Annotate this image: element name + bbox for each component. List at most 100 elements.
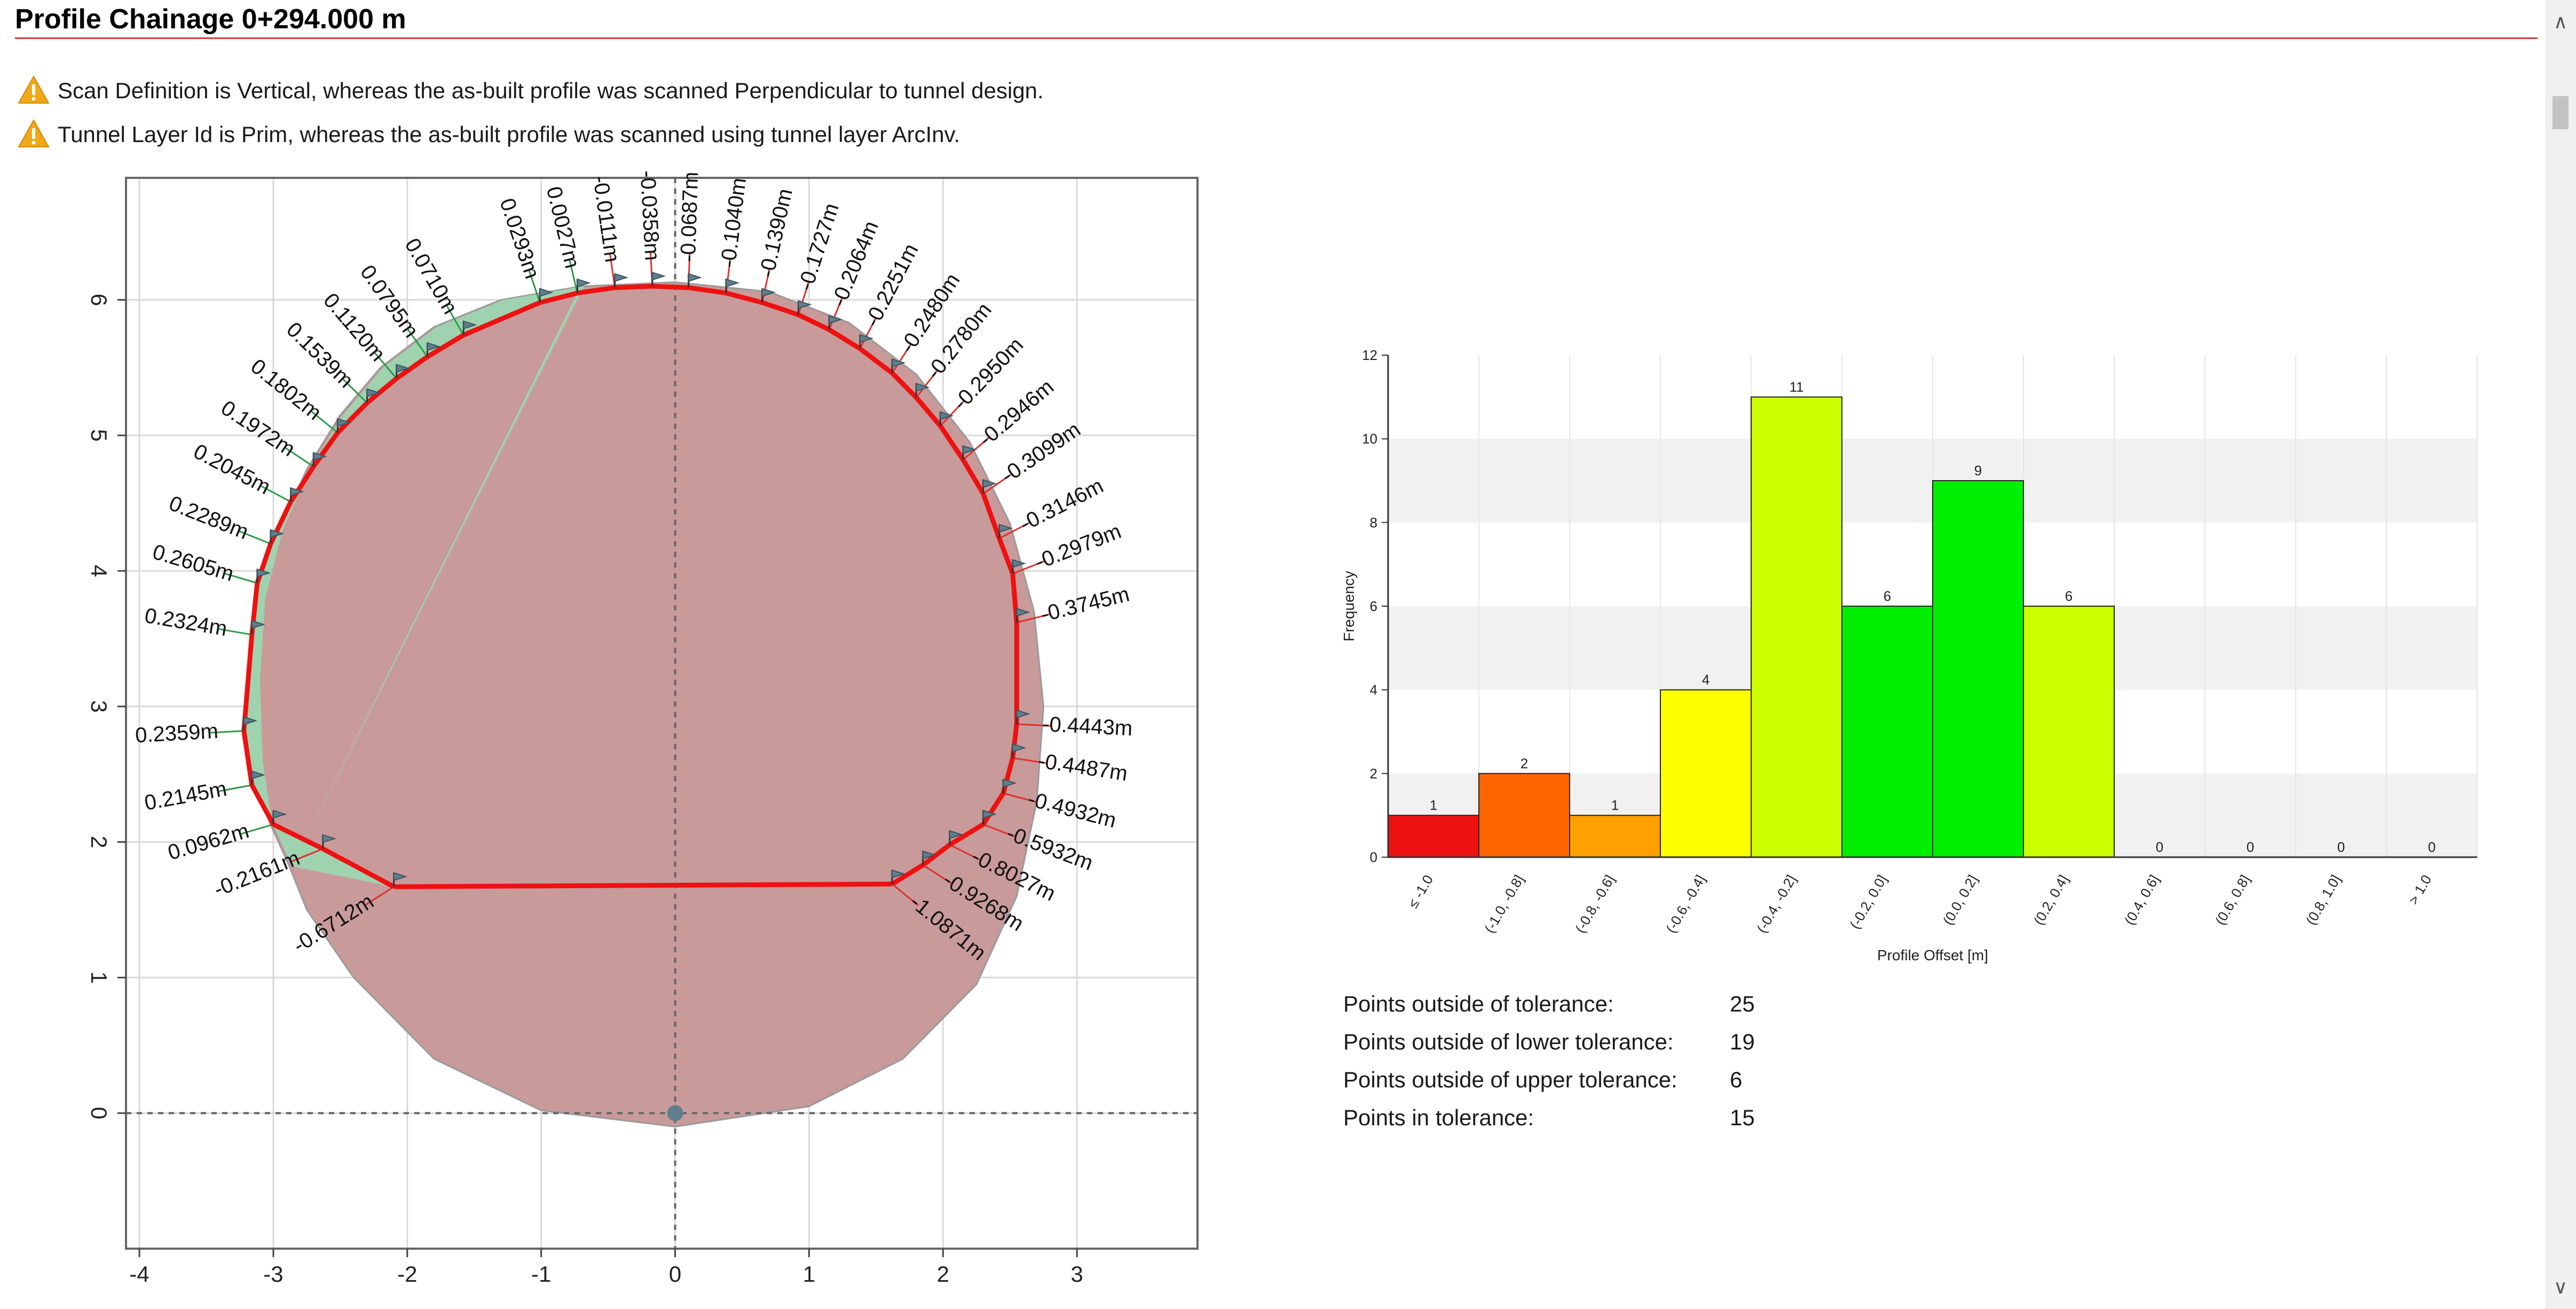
x-category-label: (-0.6, -0.4] [1663,872,1708,936]
marker-flag [1012,559,1027,568]
x-tick-label: -4 [129,1261,149,1287]
scrollbar-thumb[interactable] [2553,96,2569,129]
marker-flag [1016,709,1030,719]
scan-point-marker [393,872,408,887]
scan-point-marker [1012,559,1027,574]
y-tick-label: 2 [86,836,112,848]
offset-line [891,344,911,374]
asbuilt-invert-line [393,881,893,889]
x-category-label: (-1.0, -0.8] [1481,872,1527,936]
marker-flag [393,872,408,881]
offset-line [982,474,1012,495]
scan-point-marker [982,479,997,494]
vertical-scrollbar[interactable]: ∧ ∨ [2545,0,2576,1309]
scroll-down-icon[interactable]: ∨ [2553,1276,2568,1298]
bar-value-label: 6 [1884,588,1891,604]
marker-flag [982,479,997,488]
offset-line [1003,792,1036,803]
histogram-bar [1388,814,1479,858]
bar-value-label: 6 [2065,588,2073,604]
tunnel-profile-plot[interactable]: -0.6712m-0.2161m0.0962m0.2145m0.2359m0.2… [0,160,1228,1309]
y-tick-label: 12 [1362,347,1377,363]
marker-flag [396,364,411,373]
scan-point-marker [962,445,977,460]
y-tick-label: 1 [86,971,112,984]
histogram-bar [1751,396,1842,858]
offset-line [1012,560,1044,575]
offset-line [291,848,324,863]
scan-point-marker [915,382,930,398]
offset-line [261,485,292,503]
offset-line [239,530,271,545]
y-tick-label: 4 [86,565,112,577]
offset-label: 0.2289m [166,491,251,544]
warning-text: Tunnel Layer Id is Prim, whereas the as-… [58,122,960,147]
scan-point-marker [396,364,411,379]
marker-flag [243,716,258,725]
marker-flag [290,487,304,496]
marker-flag [962,445,977,454]
y-tick-label: 8 [1370,514,1377,530]
offset-line [892,883,919,906]
stat-value: 6 [1730,1067,1743,1092]
scan-point-marker [312,452,327,467]
x-category-label: (-0.2, 0.0] [1847,872,1890,931]
y-tick-label: 3 [86,700,112,712]
page-title: Profile Chainage 0+294.000 m [15,4,406,35]
scroll-up-icon[interactable]: ∧ [2553,11,2568,33]
offset-label: 0.2324m [143,604,229,641]
marker-flag [270,529,285,538]
y-tick-label: 0 [1370,849,1377,865]
marker-flag [892,869,906,879]
marker-flag [688,273,702,282]
scan-point-marker [539,288,554,303]
marker-flag [614,273,628,282]
offset-histogram[interactable]: 1 ≤ -1.0 2 (-1.0, -0.8] 1 (-0.8, -0.6] 4 (-0.6,… [1324,331,2531,972]
marker-flag [577,278,591,288]
offset-label: -0.0111m [588,174,624,264]
offset-line [528,270,541,303]
offset-label: 0.2145m [143,777,229,815]
x-category-label: (-0.4, -0.2] [1753,872,1799,936]
offset-line [983,824,1015,837]
x-category-label: (0.8, 1.0] [2303,872,2344,928]
scan-point-marker [797,300,812,315]
histogram-bar [1569,814,1661,858]
marker-flag [251,620,266,629]
x-tick-label: 0 [669,1261,681,1287]
bar-value-label: 4 [1702,672,1710,688]
marker-flag [916,382,930,392]
stat-label: Points outside of upper tolerance: [1343,1067,1677,1092]
stat-value: 19 [1730,1029,1755,1054]
offset-line [374,352,397,379]
offset-line [225,573,258,584]
x-category-label: (0.2, 0.4] [2030,872,2071,928]
scan-point-marker [322,834,337,849]
offset-label: -0.0358m [636,170,664,261]
x-tick-label: 3 [1071,1261,1083,1287]
origin-marker [667,1105,683,1122]
offset-label: 0.1972m [217,396,299,461]
bar-value-label: 0 [2337,839,2345,855]
offset-label: -0.4487m [1036,749,1129,786]
offset-line [949,844,980,861]
offset-line [915,370,938,398]
scan-point-marker [725,278,740,293]
scan-point-marker [290,487,304,502]
histogram-bar [1478,773,1570,858]
x-category-label: ≤ -1.0 [1405,872,1436,911]
scan-point-marker [366,388,381,403]
offset-label: -0.2161m [210,846,303,902]
y-tick-label: 4 [1370,682,1377,698]
stat-value: 15 [1730,1105,1755,1130]
offset-label: -0.1390m [755,186,797,279]
offset-line [407,328,428,357]
marker-flag [829,315,843,324]
x-category-label: (0.6, 0.8] [2212,872,2253,928]
offset-label: -0.4443m [1042,712,1133,740]
offset-line [569,260,578,294]
offset-line [285,447,314,467]
y-tick-label: 6 [86,294,112,306]
offset-line [922,864,952,884]
offset-line [859,318,877,349]
